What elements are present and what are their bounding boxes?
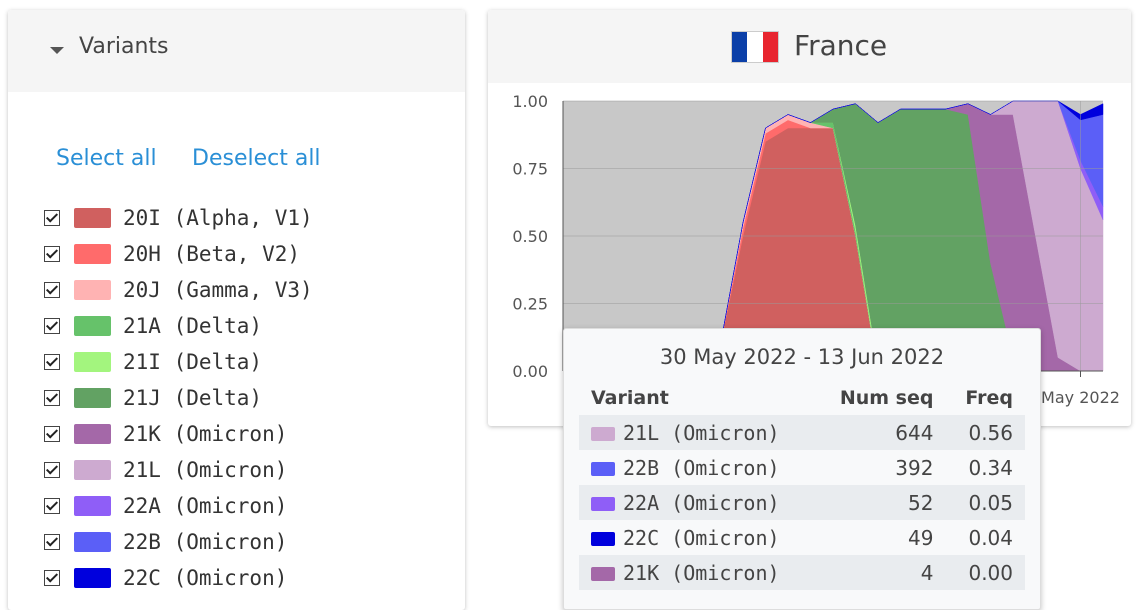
color-swatch xyxy=(74,388,111,408)
area xyxy=(563,100,1104,372)
checkbox[interactable] xyxy=(44,282,60,298)
tooltip-table: Variant Num seq Freq 21L (Omicron) 644 0.56 22… xyxy=(579,381,1025,590)
checkbox[interactable] xyxy=(44,426,60,442)
panel-header: France xyxy=(488,10,1131,83)
tooltip-row: 21K (Omicron) 4 0.00 xyxy=(579,555,1025,590)
tooltip-row: 22A (Omicron) 52 0.05 xyxy=(579,485,1025,520)
tooltip: 30 May 2022 - 13 Jun 2022 Variant Num seq… xyxy=(563,328,1041,610)
color-swatch xyxy=(591,567,615,581)
variant-label: 21A (Delta) xyxy=(123,314,263,338)
variant-cell: 22B (Omicron) xyxy=(579,450,815,485)
column-header: Num seq xyxy=(839,387,934,409)
variant-item[interactable]: 22A (Omicron) xyxy=(44,491,287,521)
variant-cell: 22C (Omicron) xyxy=(579,520,815,555)
freq: 0.00 xyxy=(945,555,1025,590)
variant-label: 21K (Omicron) xyxy=(123,422,288,446)
color-swatch xyxy=(74,424,111,444)
variant-label: 21I (Delta) xyxy=(123,350,263,374)
country-title: France xyxy=(794,29,888,62)
y-tick-label: 0.50 xyxy=(512,227,548,246)
variant-item[interactable]: 22C (Omicron) xyxy=(44,563,287,593)
variant-cell: 22A (Omicron) xyxy=(579,485,815,520)
y-tick-label: 0.75 xyxy=(512,160,548,179)
column-header: Variant xyxy=(591,387,669,409)
chart: 0.00 0.25 0.50 0.75 1.00 May 2022 xyxy=(512,92,1120,407)
tooltip-row: 22B (Omicron) 392 0.34 xyxy=(579,450,1025,485)
checkbox[interactable] xyxy=(44,462,60,478)
color-swatch xyxy=(74,280,111,300)
panel-header[interactable]: Variants xyxy=(8,10,465,92)
checkbox[interactable] xyxy=(44,498,60,514)
num-seq: 4 xyxy=(814,555,946,590)
variant-item[interactable]: 22B (Omicron) xyxy=(44,527,287,557)
header-row: Variant Num seq Freq xyxy=(579,381,1025,415)
color-swatch xyxy=(591,532,615,546)
select-all[interactable]: Select all xyxy=(56,146,157,171)
checkbox[interactable] xyxy=(44,354,60,370)
collapse-icon xyxy=(50,47,64,54)
variant-name: 21K (Omicron) xyxy=(623,560,780,585)
checkbox[interactable] xyxy=(44,318,60,334)
column-header: Freq xyxy=(965,387,1013,409)
variant-label: 22B (Omicron) xyxy=(123,530,288,554)
variant-label: 22C (Omicron) xyxy=(123,566,288,590)
variants-panel: Variants Select all Deselect all 20I (Al… xyxy=(8,10,465,610)
variant-label: 20H (Beta, V2) xyxy=(123,242,301,266)
color-swatch xyxy=(74,316,111,336)
variant-item[interactable]: 21A (Delta) xyxy=(44,311,262,341)
flag xyxy=(731,31,779,63)
variant-cell: 21K (Omicron) xyxy=(579,555,815,590)
variant-item[interactable]: 20H (Beta, V2) xyxy=(44,239,300,269)
variant-name: 22A (Omicron) xyxy=(623,490,780,515)
variant-name: 22B (Omicron) xyxy=(623,455,780,480)
variant-name: 22C (Omicron) xyxy=(623,525,780,550)
freq: 0.34 xyxy=(968,455,1013,480)
color-swatch xyxy=(591,497,615,511)
checkbox[interactable] xyxy=(44,210,60,226)
tooltip-row: 22C (Omicron) 49 0.04 xyxy=(579,520,1025,555)
y-tick-label: 1.00 xyxy=(512,92,548,111)
variant-label: 21J (Delta) xyxy=(123,386,263,410)
freq: 0.04 xyxy=(968,525,1013,550)
deselect-all[interactable]: Deselect all xyxy=(192,146,321,171)
variant-label: 20J (Gamma, V3) xyxy=(123,278,313,302)
variant-cell: 21L (Omicron) xyxy=(579,415,815,450)
variant-item[interactable]: 21I (Delta) xyxy=(44,347,262,377)
variant-label: 22A (Omicron) xyxy=(123,494,288,518)
color-swatch xyxy=(74,208,111,228)
page: {"sidebar":{"title":"Variants","select_a… xyxy=(0,0,1140,597)
tooltip-title: 30 May 2022 - 13 Jun 2022 xyxy=(659,345,945,369)
num-seq: 49 xyxy=(908,525,934,550)
color-swatch xyxy=(74,532,111,552)
freq: 0.05 xyxy=(945,485,1025,520)
y-tick-label: 0.25 xyxy=(512,295,548,314)
num-seq: 392 xyxy=(895,455,934,480)
color-swatch xyxy=(591,462,615,476)
panel-title: Variants xyxy=(79,34,169,59)
color-swatch xyxy=(74,460,111,480)
freq: 0.56 xyxy=(945,415,1025,450)
y-tick-label: 0.00 xyxy=(512,362,548,381)
num-seq: 644 xyxy=(814,415,946,450)
variant-item[interactable]: 21L (Omicron) xyxy=(44,455,287,485)
color-swatch xyxy=(74,244,111,264)
variant-label: 21L (Omicron) xyxy=(123,458,288,482)
variant-label: 20I (Alpha, V1) xyxy=(123,206,313,230)
color-swatch xyxy=(74,568,111,588)
color-swatch xyxy=(74,496,111,516)
checkbox[interactable] xyxy=(44,570,60,586)
x-tick-label: May 2022 xyxy=(1041,388,1120,407)
variant-name: 21L (Omicron) xyxy=(623,420,780,445)
variant-item[interactable]: 21K (Omicron) xyxy=(44,419,287,449)
num-seq: 52 xyxy=(814,485,946,520)
tooltip-row: 21L (Omicron) 644 0.56 xyxy=(579,415,1025,450)
checkbox[interactable] xyxy=(44,246,60,262)
variant-item[interactable]: 21J (Delta) xyxy=(44,383,262,413)
checkbox[interactable] xyxy=(44,390,60,406)
color-swatch xyxy=(591,427,615,441)
variant-item[interactable]: 20J (Gamma, V3) xyxy=(44,275,313,305)
checkbox[interactable] xyxy=(44,534,60,550)
variant-item[interactable]: 20I (Alpha, V1) xyxy=(44,203,313,233)
color-swatch xyxy=(74,352,111,372)
